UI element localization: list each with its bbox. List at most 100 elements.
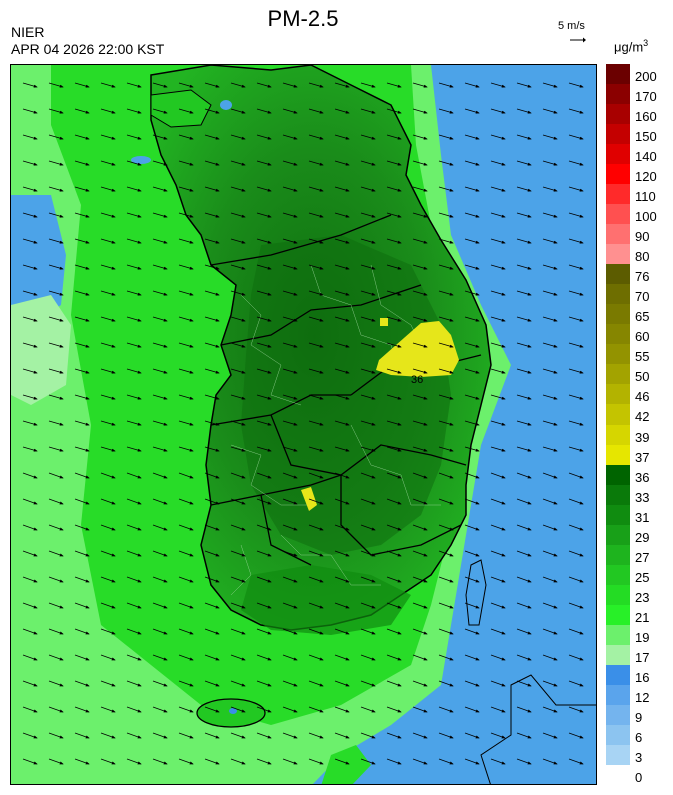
wind-arrow bbox=[334, 316, 350, 322]
wind-arrow bbox=[230, 446, 246, 452]
colorbar-tick-label: 39 bbox=[635, 429, 650, 445]
wind-arrow bbox=[412, 290, 428, 296]
wind-arrow bbox=[48, 186, 64, 192]
wind-arrow bbox=[360, 108, 376, 114]
colorbar-tick-label: 55 bbox=[635, 349, 650, 365]
wind-arrow bbox=[204, 420, 220, 426]
wind-arrow bbox=[360, 706, 376, 713]
wind-arrow bbox=[438, 342, 454, 348]
wind-arrow bbox=[334, 134, 350, 140]
wind-arrow bbox=[230, 758, 246, 765]
wind-arrow bbox=[126, 420, 142, 426]
wind-arrow bbox=[100, 290, 116, 296]
wind-arrow bbox=[334, 420, 350, 426]
wind-arrow bbox=[308, 290, 324, 296]
wind-arrow bbox=[334, 732, 350, 739]
concentration-map[interactable]: 36 bbox=[10, 64, 597, 785]
wind-arrow bbox=[152, 732, 168, 739]
wind-arrow bbox=[412, 758, 428, 765]
wind-arrow bbox=[516, 550, 532, 557]
wind-arrow bbox=[74, 550, 90, 557]
wind-arrow bbox=[516, 758, 532, 765]
bay-water-patch-2 bbox=[131, 156, 151, 164]
colorbar-tick-label: 110 bbox=[635, 189, 656, 205]
wind-arrow bbox=[178, 758, 194, 765]
wind-arrow bbox=[386, 472, 402, 479]
wind-arrow bbox=[74, 108, 90, 114]
wind-arrow bbox=[438, 186, 454, 192]
colorbar-cell bbox=[606, 404, 630, 425]
wind-arrow bbox=[516, 420, 532, 426]
wind-arrow bbox=[308, 108, 324, 114]
wind-arrow bbox=[126, 628, 142, 635]
wind-arrow bbox=[256, 706, 272, 713]
wind-arrow bbox=[126, 680, 142, 687]
colorbar-cell bbox=[606, 664, 630, 686]
colorbar bbox=[606, 64, 630, 766]
wind-arrow bbox=[334, 680, 350, 687]
colorbar-tick-label: 150 bbox=[635, 129, 657, 145]
wind-arrow bbox=[568, 654, 584, 661]
wind-arrow bbox=[516, 108, 532, 114]
wind-arrow bbox=[100, 472, 116, 479]
wind-arrow bbox=[100, 758, 116, 765]
wind-arrow bbox=[282, 602, 298, 609]
wind-arrow bbox=[282, 212, 298, 218]
wind-arrow bbox=[152, 342, 168, 348]
wind-arrow bbox=[386, 290, 402, 296]
wind-arrow bbox=[438, 108, 454, 114]
wind-arrow bbox=[100, 160, 116, 166]
wind-arrow bbox=[22, 498, 38, 505]
wind-arrow bbox=[360, 134, 376, 140]
wind-arrow bbox=[412, 108, 428, 114]
wind-arrow bbox=[282, 160, 298, 166]
wind-arrow bbox=[178, 446, 194, 452]
wind-arrow bbox=[282, 420, 298, 426]
wind-arrow bbox=[464, 264, 480, 270]
wind-arrow bbox=[542, 394, 558, 400]
wind-arrow bbox=[152, 316, 168, 322]
colorbar-cell bbox=[606, 424, 630, 446]
wind-arrow bbox=[256, 316, 272, 322]
wind-arrow bbox=[516, 238, 532, 244]
wind-arrow bbox=[334, 108, 350, 114]
wind-arrow bbox=[204, 212, 220, 218]
wind-arrow bbox=[438, 758, 454, 765]
wind-arrow bbox=[178, 82, 194, 88]
wind-arrow bbox=[412, 186, 428, 192]
wind-arrow bbox=[126, 732, 142, 739]
wind-arrow bbox=[542, 446, 558, 452]
wind-arrow bbox=[22, 680, 38, 687]
wind-arrow bbox=[516, 498, 532, 505]
wind-arrow bbox=[568, 238, 584, 244]
wind-arrow bbox=[152, 706, 168, 713]
wind-arrow bbox=[542, 212, 558, 218]
wind-arrow bbox=[48, 420, 64, 426]
reference-vector-label: 5 m/s bbox=[558, 20, 585, 32]
wind-arrow bbox=[178, 134, 194, 140]
wind-arrow bbox=[178, 368, 194, 374]
wind-arrow bbox=[256, 732, 272, 739]
wind-arrow bbox=[126, 706, 142, 713]
wind-arrow bbox=[308, 550, 324, 557]
bay-water-patch bbox=[220, 100, 232, 110]
wind-arrow bbox=[516, 290, 532, 296]
wind-arrow bbox=[282, 680, 298, 687]
colorbar-cell bbox=[606, 204, 630, 225]
wind-arrow bbox=[126, 550, 142, 557]
wind-arrow bbox=[516, 524, 532, 531]
wind-arrow bbox=[334, 264, 350, 270]
wind-arrow bbox=[464, 706, 480, 713]
wind-arrow bbox=[74, 524, 90, 531]
wind-arrow bbox=[464, 758, 480, 765]
wind-arrow bbox=[542, 680, 558, 687]
wind-arrow bbox=[412, 368, 428, 374]
wind-arrow bbox=[22, 758, 38, 765]
wind-arrow bbox=[308, 82, 324, 88]
colorbar-tick-label: 200 bbox=[635, 69, 657, 84]
wind-arrow bbox=[308, 524, 324, 531]
wind-arrow bbox=[464, 342, 480, 348]
wind-arrow bbox=[438, 264, 454, 270]
wind-arrow bbox=[490, 758, 506, 765]
wind-arrow bbox=[230, 602, 246, 609]
